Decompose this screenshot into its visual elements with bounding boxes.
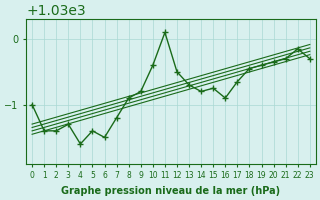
X-axis label: Graphe pression niveau de la mer (hPa): Graphe pression niveau de la mer (hPa) xyxy=(61,186,281,196)
